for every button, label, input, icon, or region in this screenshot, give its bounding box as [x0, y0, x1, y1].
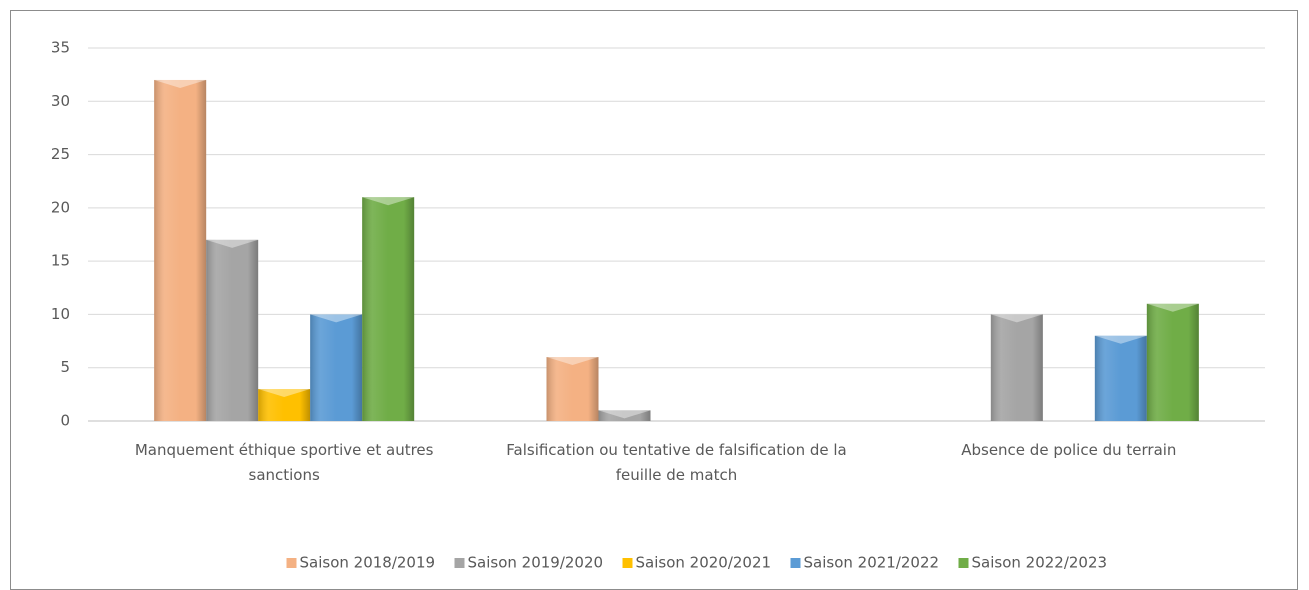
y-tick-label: 10 — [51, 305, 70, 323]
bar-shade — [1094, 335, 1147, 421]
bar-bevel — [310, 314, 363, 323]
bar-bevel — [546, 357, 599, 366]
bar-shade — [362, 197, 415, 421]
x-tick-label: Manquement éthique sportive et autres sa… — [134, 441, 434, 484]
legend-label: Saison 2020/2021 — [636, 554, 772, 572]
bar-bevel — [1146, 303, 1199, 312]
bar-bevel — [206, 239, 259, 248]
bar-shade — [990, 314, 1043, 421]
legend-label: Saison 2018/2019 — [300, 554, 436, 572]
y-tick-label: 30 — [51, 92, 70, 110]
bar-shade — [154, 79, 207, 421]
chart-container: 0 5 10 15 20 25 30 35 Saison 2018/2019 Saison 201… — [10, 10, 1298, 590]
bar-bevel — [990, 314, 1043, 323]
legend-swatch — [958, 558, 969, 568]
legend-swatch — [454, 558, 465, 568]
bar-bevel — [1094, 335, 1147, 344]
legend-label: Saison 2022/2023 — [972, 554, 1108, 572]
y-tick-label: 35 — [51, 39, 70, 57]
bar-shade — [598, 410, 651, 421]
bar-bevel — [258, 389, 311, 398]
bar-bevel — [154, 79, 207, 88]
chart: 0 5 10 15 20 25 30 35 Saison 2018/2019 Saison 201… — [51, 39, 1265, 572]
legend-label: Saison 2019/2020 — [468, 554, 604, 572]
y-tick-label: 0 — [60, 412, 70, 430]
y-tick-label: 20 — [51, 198, 70, 216]
legend-swatch — [790, 558, 801, 568]
bar-shade — [1146, 303, 1199, 421]
bar-shade — [206, 239, 259, 421]
y-tick-label: 5 — [60, 358, 70, 376]
x-tick-label: Falsification ou tentative de falsificat… — [506, 441, 847, 484]
bar-shade — [546, 357, 599, 421]
bar-bevel — [598, 410, 651, 419]
bar-bevel — [362, 197, 415, 206]
y-tick-label: 25 — [51, 145, 70, 163]
bar-shade — [310, 314, 363, 421]
y-tick-label: 15 — [51, 252, 70, 270]
bar-shade — [258, 389, 311, 421]
legend-label: Saison 2021/2022 — [804, 554, 940, 572]
x-tick-label: Absence de police du terrain — [961, 441, 1177, 459]
legend-swatch — [622, 558, 633, 568]
legend-swatch — [286, 558, 297, 568]
